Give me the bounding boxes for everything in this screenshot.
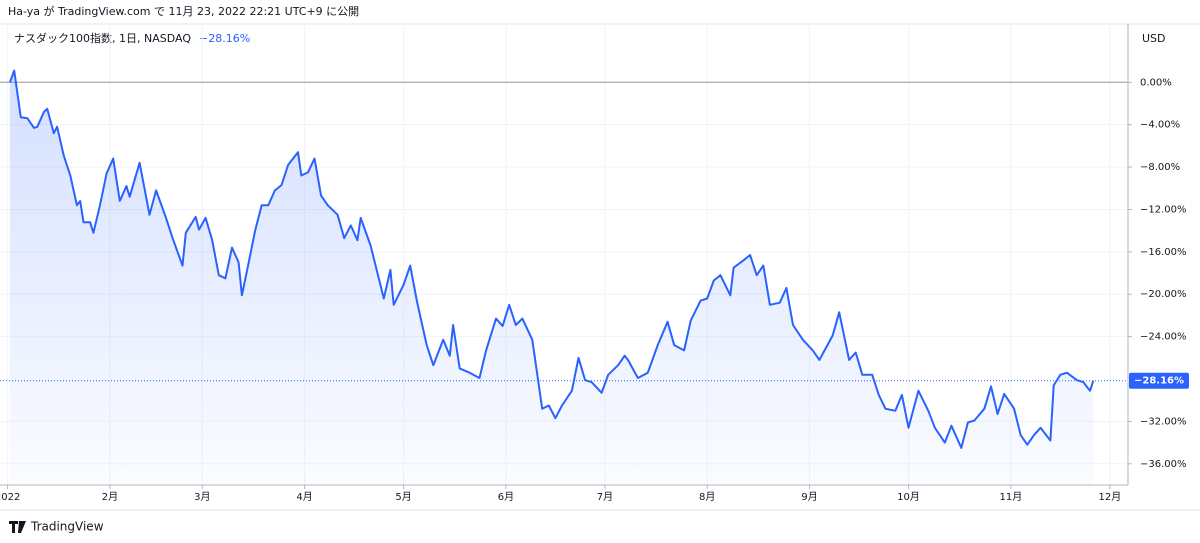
chart-title: ナスダック100指数, 1日, NASDAQ	[14, 31, 191, 45]
area-fill	[9, 70, 1094, 485]
y-tick-label: −12.00%	[1140, 204, 1187, 215]
plot	[0, 69, 1128, 485]
y-tick-label: −20.00%	[1140, 289, 1187, 300]
x-tick-label: 10月	[897, 491, 920, 503]
y-tick-label: −36.00%	[1140, 459, 1187, 470]
x-tick-label: 7月	[597, 491, 613, 503]
x-tick-label: 8月	[699, 491, 715, 503]
line	[8, 69, 1095, 449]
x-tick-label: 4月	[296, 491, 312, 503]
x-tick-label: 5月	[395, 491, 411, 503]
footer-logo: TradingView	[30, 520, 104, 534]
logo-icon	[9, 521, 26, 533]
y-tick-label: −4.00%	[1140, 120, 1180, 131]
published-note: Ha-ya が TradingView.com で 11月 23, 2022 2…	[8, 4, 359, 18]
x-tick-label: 2月	[102, 491, 118, 503]
y-tick-label: −16.00%	[1140, 247, 1187, 258]
x-tick-label: 12月	[1098, 491, 1121, 503]
x-tick-label: 11月	[999, 491, 1022, 503]
axes: 0.00% −4.00% −8.00% −12.00% −16.00% −20.00% −2…	[0, 77, 1189, 503]
y-tick-label: −8.00%	[1140, 162, 1180, 173]
y-tick-label: 0.00%	[1140, 77, 1172, 88]
x-tick-label: 2022	[0, 492, 20, 503]
last-value-label: −28.16%	[1134, 376, 1184, 387]
y-tick-label: −32.00%	[1140, 416, 1187, 427]
y-axis-label: USD	[1142, 32, 1166, 45]
x-tick-label: 9月	[801, 491, 817, 503]
last-value-badge	[1129, 372, 1189, 389]
y-tick-label: −24.00%	[1140, 332, 1187, 343]
x-tick-label: 3月	[194, 491, 210, 503]
x-tick-label: 6月	[498, 491, 514, 503]
change-label: −28.16%	[199, 32, 250, 45]
